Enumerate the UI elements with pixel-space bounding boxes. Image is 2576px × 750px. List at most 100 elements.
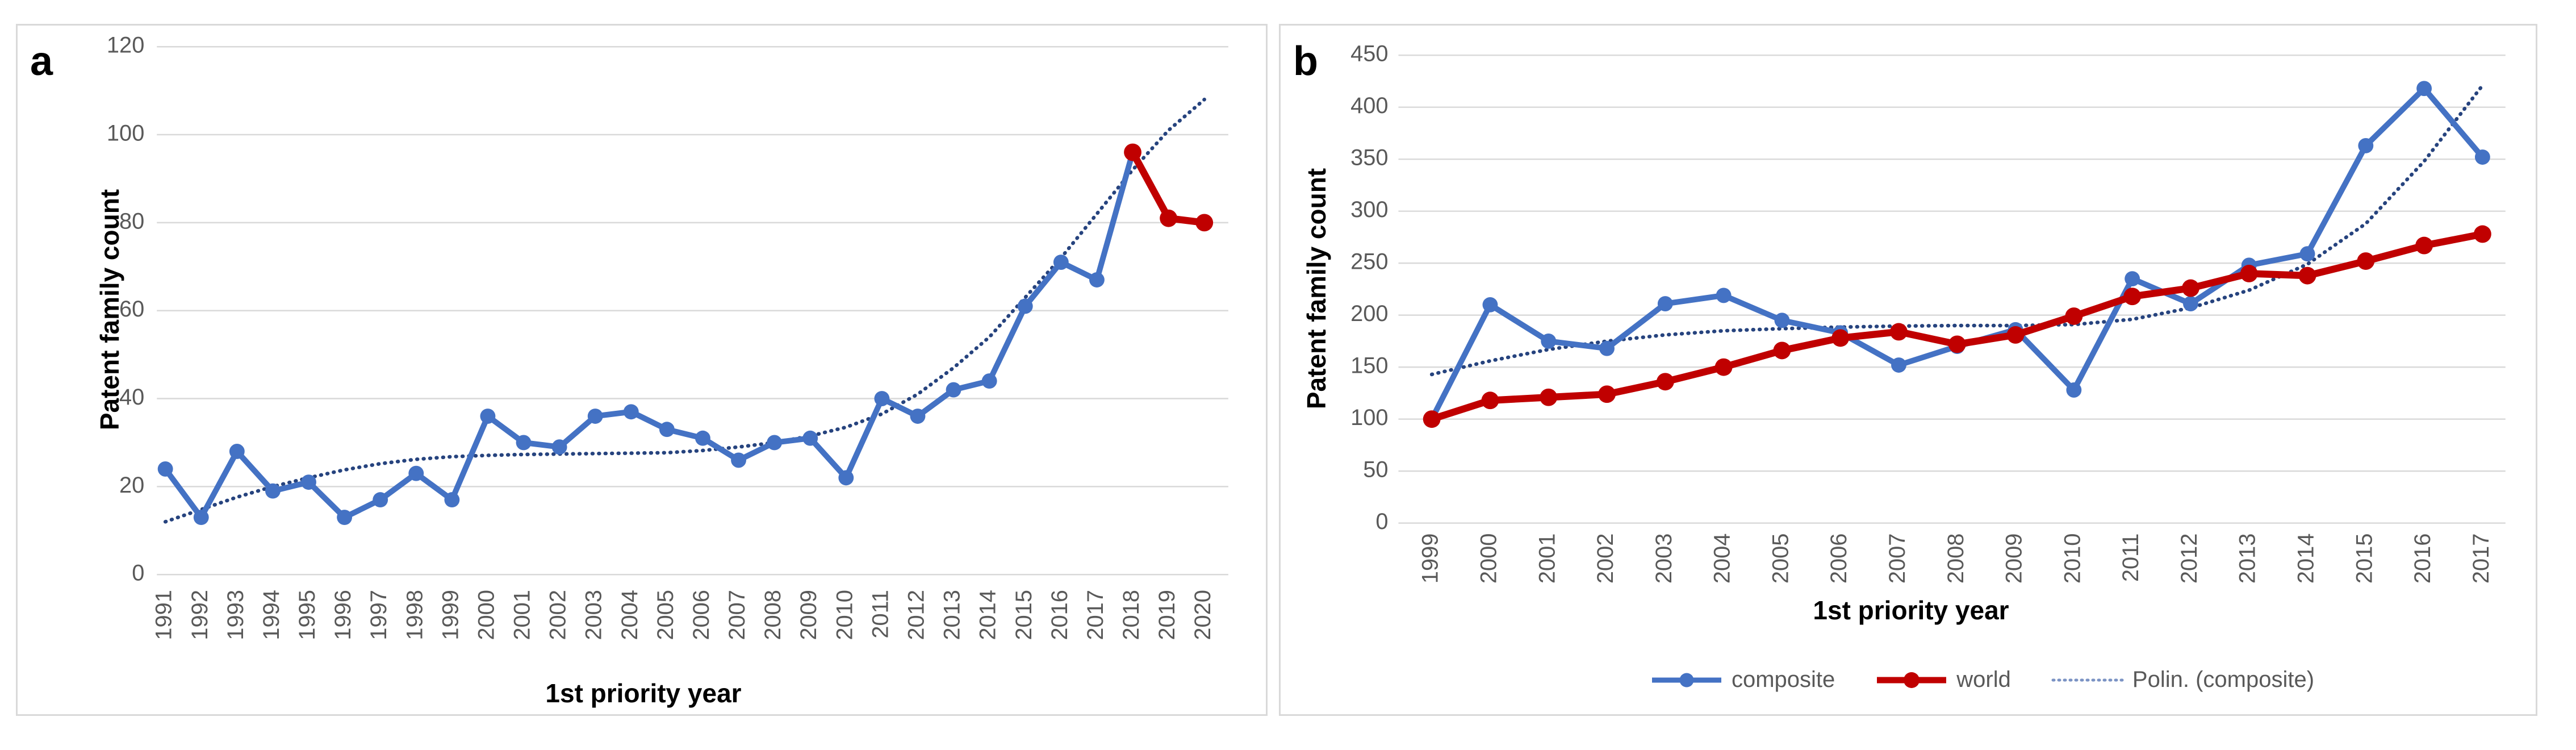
data-point-patent-family-count xyxy=(193,510,209,526)
data-point-world xyxy=(2357,252,2375,270)
x-tick-label: 2000 xyxy=(474,590,499,640)
data-point-patent-family-count xyxy=(157,461,173,477)
data-point-patent-family-count xyxy=(301,474,316,490)
x-tick-label: 2009 xyxy=(2002,534,2027,584)
data-point-world xyxy=(1773,341,1791,360)
x-tick-label: 2002 xyxy=(546,590,571,640)
data-point-world xyxy=(1540,388,1558,406)
x-tick-label: 1995 xyxy=(295,590,320,640)
data-point-composite xyxy=(1891,357,1906,373)
data-point-patent-family-count xyxy=(623,404,639,420)
data-point-patent-family-count xyxy=(373,492,388,508)
x-tick-label: 2007 xyxy=(1885,534,1910,584)
x-tick-label: 2005 xyxy=(653,590,678,640)
data-point-patent-family-count xyxy=(229,444,245,459)
data-point-world xyxy=(1831,329,1850,347)
data-point-patent-family-count xyxy=(946,382,961,398)
data-point-patent-family-count xyxy=(874,391,890,406)
x-tick-label: 2015 xyxy=(2352,534,2377,584)
data-point-world xyxy=(2123,288,2142,306)
data-point-composite xyxy=(2358,138,2374,153)
data-point-world xyxy=(1423,410,1441,428)
panel-b-y-axis-title: Patent family count xyxy=(1302,168,1331,410)
panel-b-x-axis-title: 1st priority year xyxy=(1813,595,2009,625)
data-point-composite xyxy=(1774,312,1790,328)
data-point-patent-family-count xyxy=(1017,298,1033,314)
y-tick-label: 40 xyxy=(119,385,144,410)
data-point-patent-family-count xyxy=(767,435,783,451)
panel-b-letter: b xyxy=(1293,39,1318,84)
panel-b: b 0 50 100 150 200 250 300 350 400 450 1999 2000 200… xyxy=(1279,24,2537,716)
y-tick-label: 50 xyxy=(1363,457,1388,482)
data-point-world xyxy=(2065,307,2083,325)
x-tick-label: 1996 xyxy=(331,590,356,640)
x-tick-label: 2020 xyxy=(1190,590,1215,640)
x-tick-label: 1997 xyxy=(366,590,391,640)
data-point-patent-family-count xyxy=(551,439,567,455)
x-tick-label: 2004 xyxy=(1710,534,1735,584)
x-tick-label: 2008 xyxy=(1943,534,1968,584)
y-tick-label: 350 xyxy=(1350,145,1388,170)
y-tick-label: 60 xyxy=(119,297,144,322)
data-point-patent-family-count xyxy=(516,435,532,451)
x-tick-label: 2003 xyxy=(582,590,607,640)
x-tick-label: 2004 xyxy=(617,590,642,640)
x-tick-label: 1992 xyxy=(187,590,212,640)
data-point-patent-family-count xyxy=(731,452,746,468)
x-tick-label: 2014 xyxy=(2294,534,2319,584)
x-tick-label: 2001 xyxy=(1534,534,1559,584)
panel-a-x-axis-title: 1st priority year xyxy=(545,678,742,708)
x-tick-label: 2016 xyxy=(1047,590,1072,640)
x-tick-label: 2016 xyxy=(2410,534,2435,584)
x-tick-label: 2014 xyxy=(976,590,1001,640)
data-point-world xyxy=(2006,326,2025,344)
y-tick-label: 20 xyxy=(119,473,144,498)
y-tick-label: 80 xyxy=(119,209,144,234)
x-tick-label: 2009 xyxy=(796,590,821,640)
data-point-world xyxy=(2298,266,2316,285)
y-tick-label: 100 xyxy=(107,121,144,146)
data-point-patent-family-count xyxy=(802,430,818,446)
data-point-world xyxy=(2473,225,2491,243)
chart-svg-a: 0 20 40 60 80 100 120 1991 1992 1993 1994 1995 1996 1… xyxy=(107,33,1228,640)
data-point-patent-family-count xyxy=(408,465,424,481)
data-point-world xyxy=(1714,358,1733,376)
x-tick-label: 2012 xyxy=(904,590,929,640)
data-point-patent-family-count xyxy=(444,492,460,508)
x-tick-label: 2011 xyxy=(868,590,893,639)
panel-a-y-axis-title: Patent family count xyxy=(95,189,124,431)
x-tick-label: 2005 xyxy=(1768,534,1793,584)
x-tick-label: 2018 xyxy=(1119,590,1144,640)
data-point-world xyxy=(2182,279,2199,297)
world-line-marker-icon xyxy=(1877,672,1947,688)
legend-item-polin-composite: Polin. (composite) xyxy=(2051,667,2314,693)
composite-line-marker-icon xyxy=(1651,673,1721,687)
data-point-world xyxy=(1481,391,1499,410)
data-point-world xyxy=(1948,335,1966,353)
data-point-patent-family-count xyxy=(480,409,496,424)
series-line-world xyxy=(1428,230,2486,423)
data-point-patent-family-count xyxy=(265,483,281,499)
data-point-incomplete-recent-years xyxy=(1124,143,1141,161)
data-point-incomplete-recent-years xyxy=(1195,214,1214,232)
x-tick-label: 2017 xyxy=(1083,590,1108,640)
x-tick-label: 2008 xyxy=(760,590,785,640)
x-tick-label: 1999 xyxy=(438,590,463,640)
y-tick-label: 0 xyxy=(1375,509,1388,534)
data-point-composite xyxy=(2299,246,2315,262)
x-tick-label: 2006 xyxy=(689,590,714,640)
y-tick-label: 150 xyxy=(1350,353,1388,378)
x-tick-label: 2013 xyxy=(940,590,965,640)
data-point-world xyxy=(2240,265,2258,282)
data-point-patent-family-count xyxy=(910,409,926,424)
data-point-composite xyxy=(1482,297,1498,312)
data-point-world xyxy=(1890,323,1908,341)
data-point-composite xyxy=(2125,271,2140,287)
x-tick-label: 2006 xyxy=(1826,534,1851,584)
data-point-patent-family-count xyxy=(337,510,353,526)
data-point-composite xyxy=(1716,288,1732,303)
data-point-patent-family-count xyxy=(587,409,603,424)
x-tick-label: 2001 xyxy=(510,590,535,640)
data-point-world xyxy=(1598,385,1616,403)
data-point-patent-family-count xyxy=(838,470,854,486)
